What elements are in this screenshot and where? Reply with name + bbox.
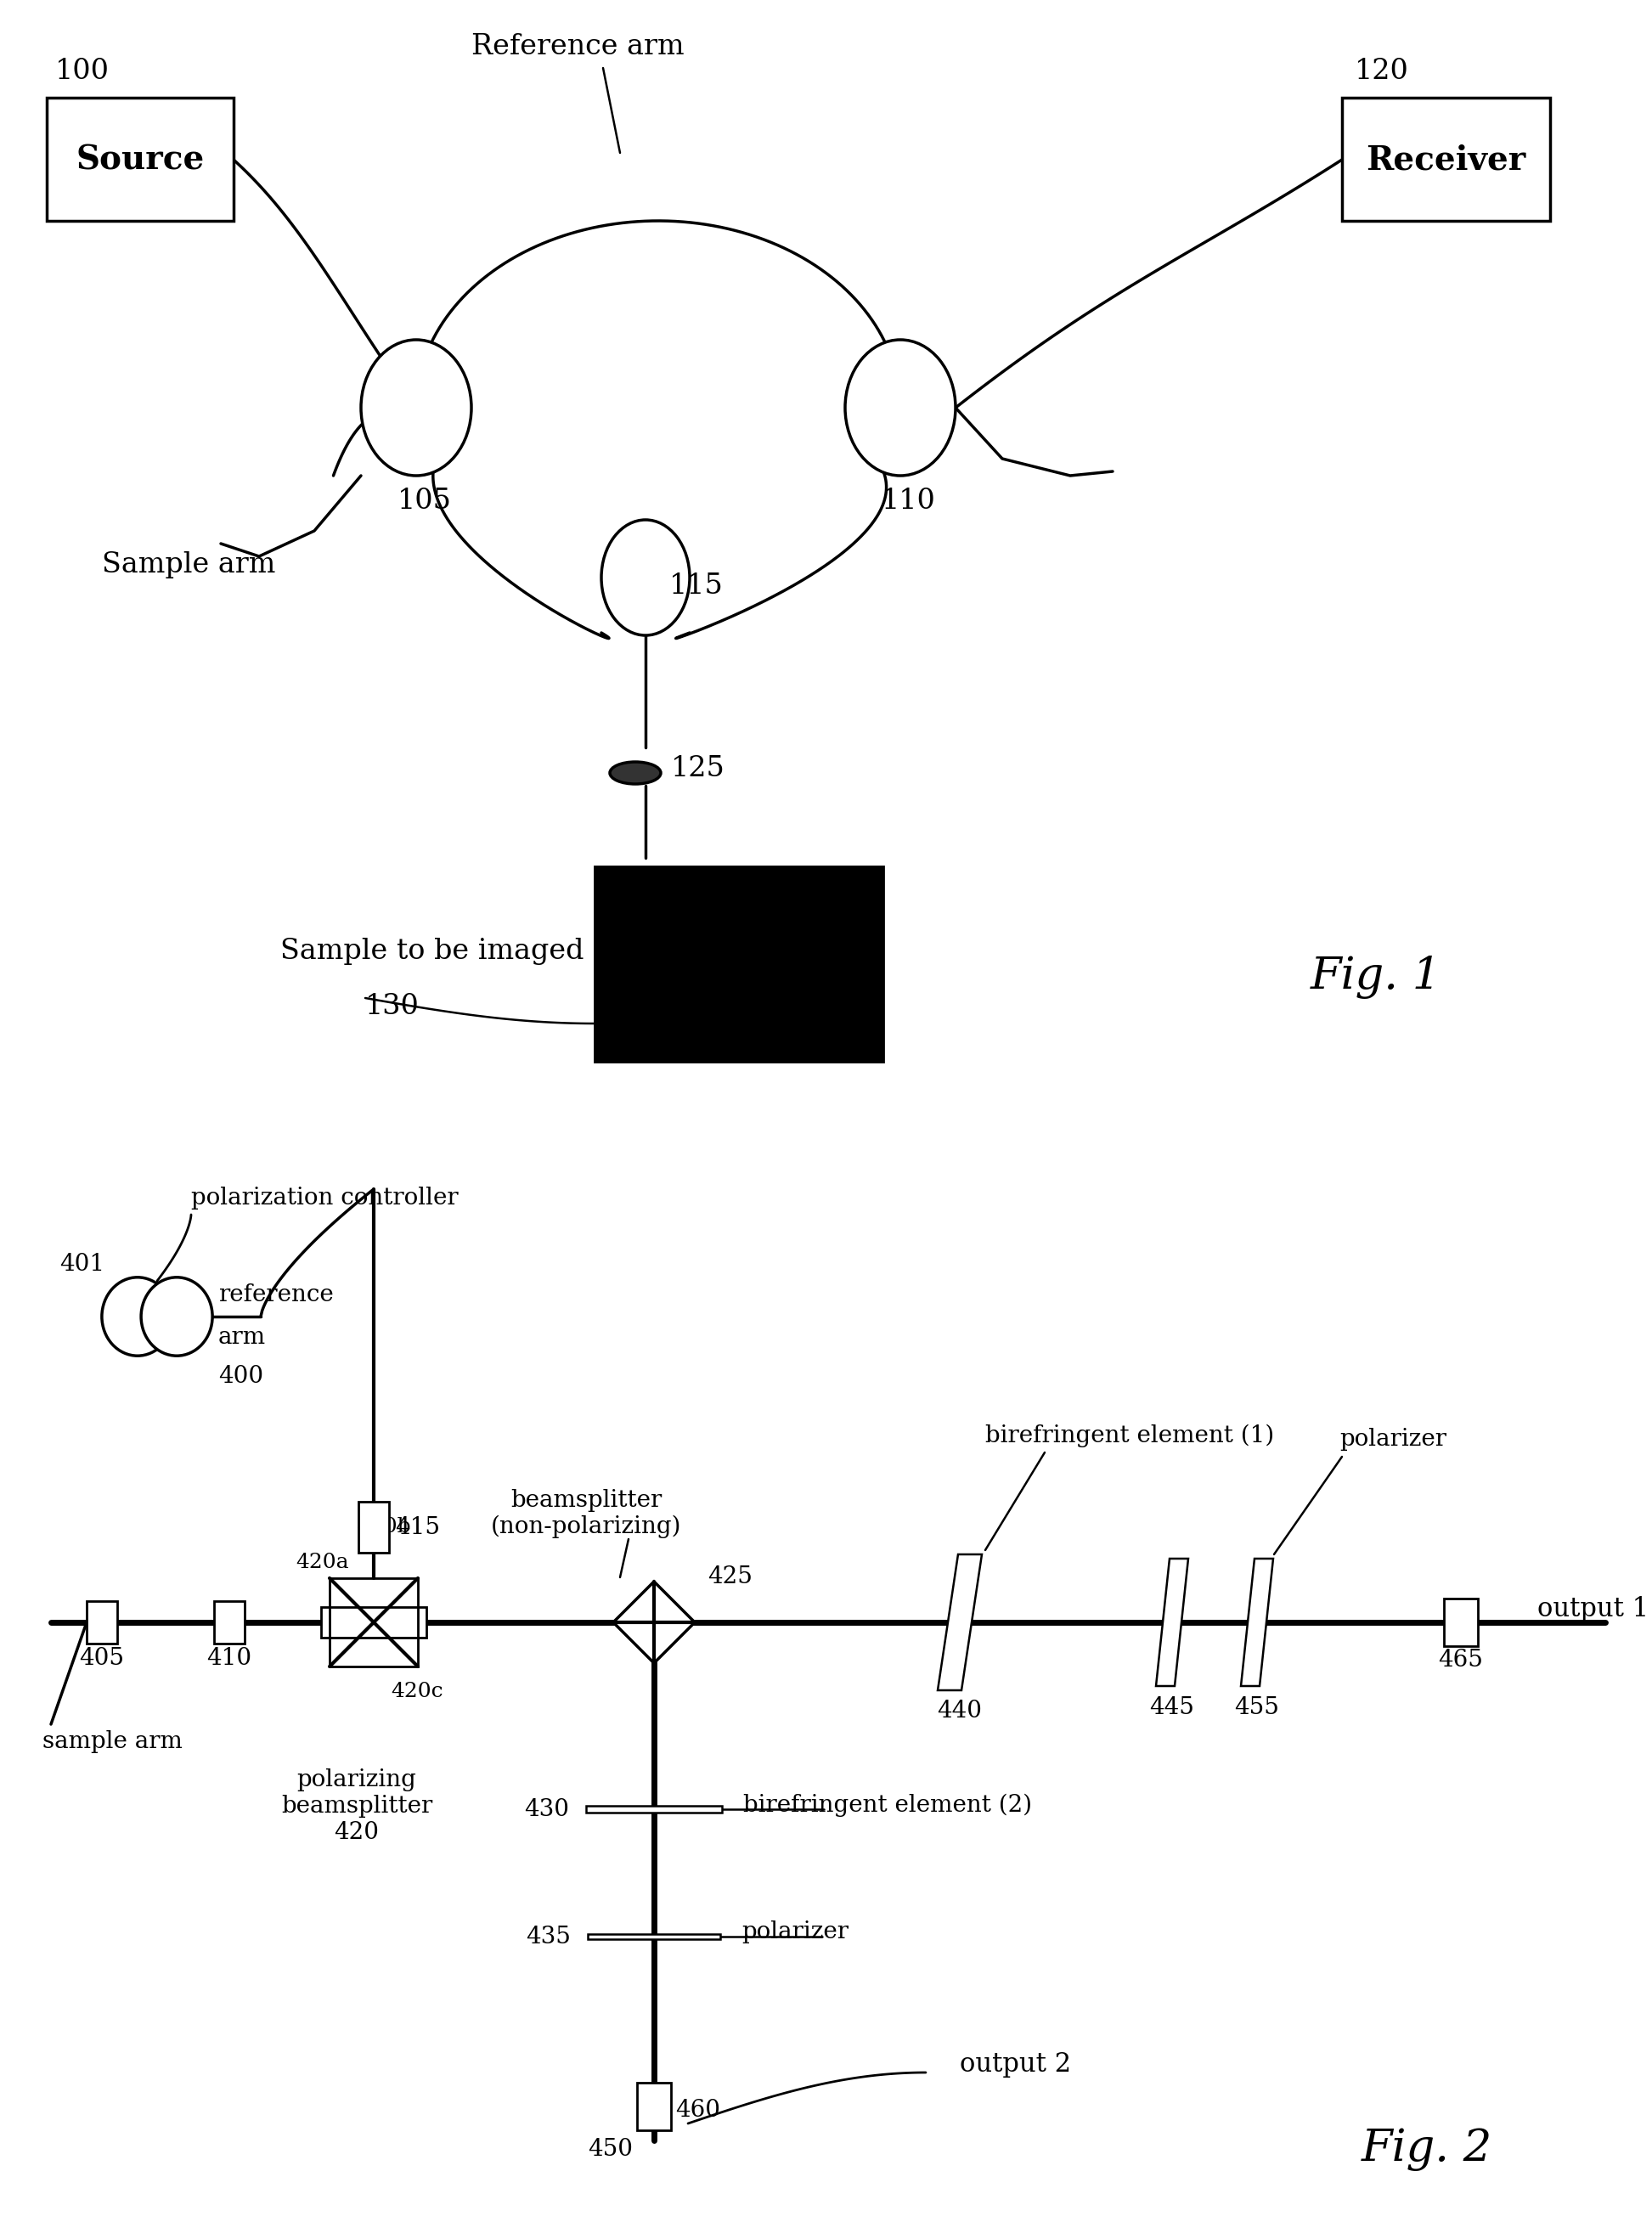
Text: 420c: 420c	[392, 1682, 443, 1702]
Text: 130: 130	[365, 993, 420, 1020]
Polygon shape	[938, 1555, 981, 1691]
Ellipse shape	[846, 340, 955, 476]
Ellipse shape	[610, 762, 661, 784]
Text: 450: 450	[588, 2138, 633, 2160]
Text: 425: 425	[707, 1567, 752, 1589]
Polygon shape	[1241, 1558, 1274, 1686]
Text: 100: 100	[55, 58, 109, 84]
Text: Fig. 1: Fig. 1	[1310, 955, 1442, 998]
Text: Reference arm: Reference arm	[471, 33, 684, 60]
Text: arm: arm	[218, 1327, 266, 1349]
Text: 410: 410	[206, 1647, 251, 1669]
Text: output 1: output 1	[1538, 1595, 1649, 1622]
Text: Sample arm: Sample arm	[102, 551, 276, 578]
Polygon shape	[320, 1607, 426, 1638]
Text: sample arm: sample arm	[43, 1729, 182, 1753]
Text: polarizer: polarizer	[1340, 1429, 1447, 1451]
Text: birefringent element (1): birefringent element (1)	[985, 1424, 1274, 1447]
Text: 115: 115	[669, 573, 724, 600]
Text: 435: 435	[525, 1924, 572, 1949]
Polygon shape	[586, 1806, 722, 1813]
Text: polarizer: polarizer	[742, 1920, 849, 1944]
Text: 420b: 420b	[357, 1518, 411, 1538]
Ellipse shape	[140, 1278, 213, 1355]
Text: 125: 125	[671, 755, 725, 782]
Polygon shape	[613, 1582, 695, 1662]
Text: 465: 465	[1439, 1649, 1483, 1671]
Text: polarization controller: polarization controller	[192, 1187, 458, 1209]
Text: birefringent element (2): birefringent element (2)	[743, 1793, 1032, 1818]
Text: 415: 415	[395, 1515, 439, 1538]
Text: 445: 445	[1150, 1695, 1194, 1720]
Text: 405: 405	[79, 1647, 124, 1669]
Polygon shape	[1156, 1558, 1188, 1686]
Text: Source: Source	[76, 144, 205, 176]
Ellipse shape	[601, 520, 689, 635]
Text: 420a: 420a	[296, 1553, 349, 1573]
Text: polarizing
beamsplitter
420: polarizing beamsplitter 420	[281, 1769, 433, 1844]
Bar	[358, 1502, 388, 1553]
Text: output 2: output 2	[960, 2051, 1070, 2078]
Text: 430: 430	[524, 1798, 568, 1820]
Text: 401: 401	[59, 1253, 104, 1275]
Text: 440: 440	[937, 1700, 983, 1722]
Text: 400: 400	[218, 1364, 263, 1387]
Text: 120: 120	[1355, 58, 1409, 84]
Text: Fig. 2: Fig. 2	[1361, 2126, 1492, 2171]
Text: 455: 455	[1234, 1695, 1280, 1720]
Ellipse shape	[362, 340, 471, 476]
Text: Receiver: Receiver	[1366, 144, 1525, 176]
Bar	[86, 1602, 117, 1644]
Text: 110: 110	[882, 487, 937, 516]
Text: Sample to be imaged: Sample to be imaged	[281, 938, 583, 964]
Bar	[595, 867, 884, 1062]
Polygon shape	[588, 1933, 720, 1940]
Bar	[215, 1602, 244, 1644]
Text: reference: reference	[218, 1284, 334, 1307]
Bar	[638, 2082, 671, 2131]
Bar	[1444, 1598, 1479, 1647]
Text: beamsplitter
(non-polarizing): beamsplitter (non-polarizing)	[491, 1489, 681, 1538]
Text: 460: 460	[676, 2100, 720, 2122]
Text: 105: 105	[398, 487, 453, 516]
Bar	[46, 98, 233, 220]
Ellipse shape	[102, 1278, 173, 1355]
Bar	[1341, 98, 1550, 220]
